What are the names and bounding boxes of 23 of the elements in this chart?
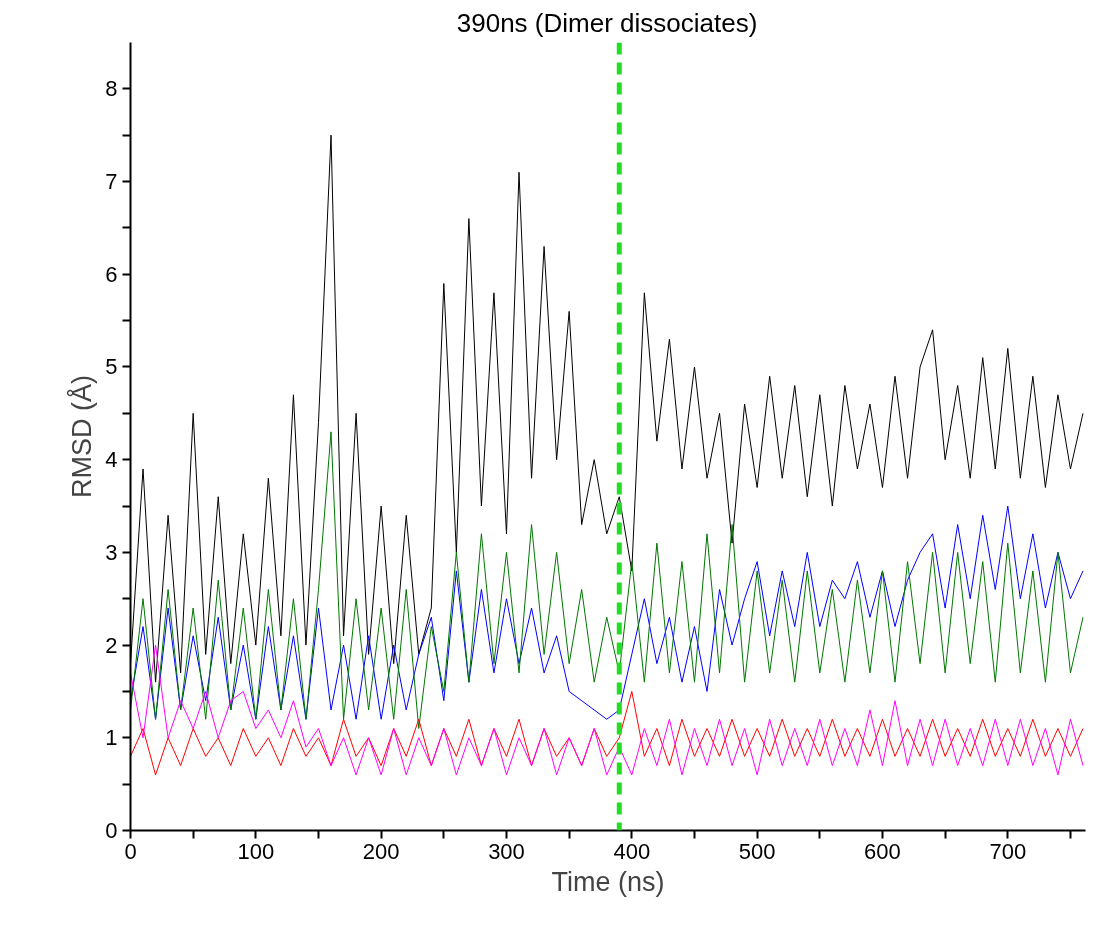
x-tick-label: 0 bbox=[124, 838, 137, 864]
y-tick-label: 5 bbox=[105, 354, 118, 380]
x-tick-label: 700 bbox=[989, 838, 1027, 864]
line-series bbox=[130, 431, 1084, 730]
y-tick-label: 4 bbox=[105, 447, 118, 473]
line-series bbox=[130, 644, 1084, 776]
x-tick-label: 500 bbox=[738, 838, 776, 864]
y-axis-title: RMSD (Å) bbox=[66, 374, 98, 498]
x-axis-title: Time (ns) bbox=[551, 866, 665, 897]
y-tick-label: 3 bbox=[105, 539, 118, 565]
x-tick-label: 600 bbox=[864, 838, 901, 864]
y-tick-label: 7 bbox=[105, 169, 118, 195]
y-tick-label: 1 bbox=[105, 725, 118, 751]
x-tick-label: 300 bbox=[488, 838, 525, 864]
x-tick-label: 100 bbox=[237, 838, 275, 864]
y-tick-label: 2 bbox=[105, 632, 118, 658]
x-tick-label: 400 bbox=[613, 838, 651, 864]
line-series bbox=[130, 690, 1084, 776]
ref-line-label: 390ns (Dimer dissociates) bbox=[456, 7, 758, 38]
y-tick-label: 6 bbox=[105, 261, 118, 287]
y-tick-label: 0 bbox=[105, 818, 118, 843]
y-tick-label: 8 bbox=[105, 76, 118, 102]
x-tick-label: 200 bbox=[362, 838, 400, 864]
